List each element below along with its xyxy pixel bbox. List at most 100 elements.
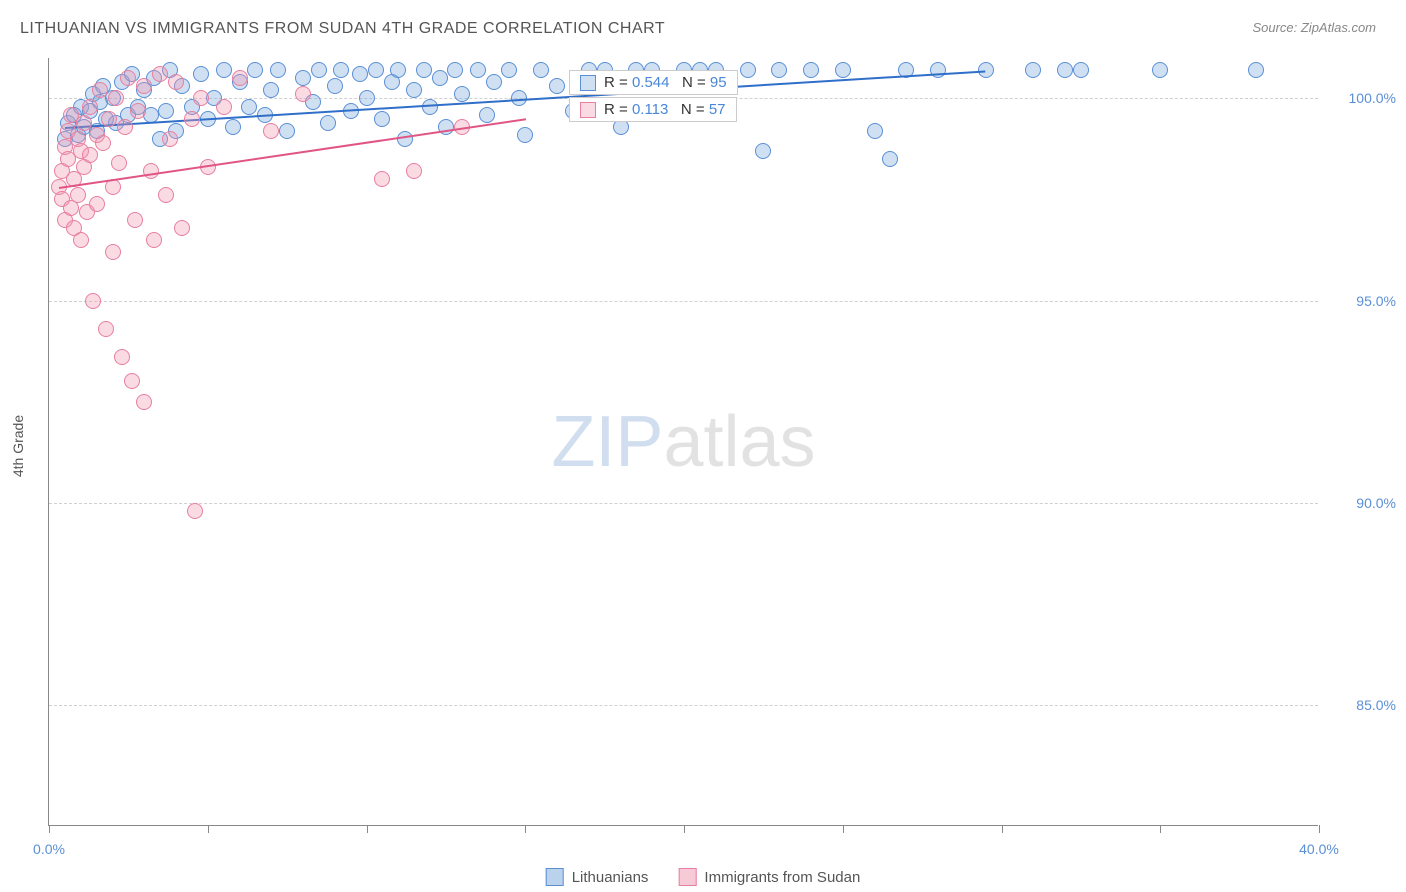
data-point — [117, 119, 133, 135]
data-point — [447, 62, 463, 78]
data-point — [740, 62, 756, 78]
x-tick — [843, 825, 844, 833]
data-point — [1248, 62, 1264, 78]
data-point — [263, 123, 279, 139]
data-point — [533, 62, 549, 78]
data-point — [136, 78, 152, 94]
stats-box: R = 0.544 N = 95 — [569, 70, 738, 95]
data-point — [432, 70, 448, 86]
data-point — [89, 196, 105, 212]
data-point — [352, 66, 368, 82]
x-tick — [525, 825, 526, 833]
data-point — [320, 115, 336, 131]
legend-item: Lithuanians — [546, 868, 649, 886]
data-point — [114, 349, 130, 365]
data-point — [263, 82, 279, 98]
data-point — [108, 90, 124, 106]
watermark: ZIPatlas — [551, 401, 815, 483]
data-point — [771, 62, 787, 78]
data-point — [174, 220, 190, 236]
data-point — [406, 82, 422, 98]
data-point — [92, 82, 108, 98]
stats-swatch — [580, 102, 596, 118]
data-point — [216, 99, 232, 115]
data-point — [416, 62, 432, 78]
data-point — [486, 74, 502, 90]
data-point — [247, 62, 263, 78]
data-point — [82, 99, 98, 115]
x-tick — [684, 825, 685, 833]
chart-plot-area: ZIPatlas 85.0%90.0%95.0%100.0%0.0%40.0%R… — [48, 58, 1318, 826]
data-point — [406, 163, 422, 179]
data-point — [98, 321, 114, 337]
data-point — [105, 244, 121, 260]
data-point — [270, 62, 286, 78]
data-point — [70, 187, 86, 203]
legend-swatch — [678, 868, 696, 886]
data-point — [85, 293, 101, 309]
gridline — [49, 301, 1318, 302]
x-tick — [367, 825, 368, 833]
x-tick-label: 40.0% — [1299, 841, 1339, 857]
data-point — [241, 99, 257, 115]
data-point — [187, 503, 203, 519]
data-point — [359, 90, 375, 106]
data-point — [193, 90, 209, 106]
data-point — [390, 62, 406, 78]
x-tick — [1319, 825, 1320, 833]
data-point — [368, 62, 384, 78]
data-point — [470, 62, 486, 78]
data-point — [158, 187, 174, 203]
x-tick-label: 0.0% — [33, 841, 65, 857]
watermark-zip: ZIP — [551, 402, 663, 482]
stats-box: R = 0.113 N = 57 — [569, 97, 737, 122]
data-point — [311, 62, 327, 78]
data-point — [930, 62, 946, 78]
data-point — [374, 111, 390, 127]
data-point — [755, 143, 771, 159]
data-point — [1152, 62, 1168, 78]
data-point — [1073, 62, 1089, 78]
legend-label: Immigrants from Sudan — [704, 869, 860, 886]
data-point — [882, 151, 898, 167]
data-point — [216, 62, 232, 78]
data-point — [549, 78, 565, 94]
data-point — [82, 147, 98, 163]
data-point — [479, 107, 495, 123]
data-point — [517, 127, 533, 143]
data-point — [158, 103, 174, 119]
y-tick-label: 100.0% — [1349, 90, 1396, 106]
data-point — [1057, 62, 1073, 78]
data-point — [835, 62, 851, 78]
y-tick-label: 90.0% — [1356, 495, 1396, 511]
y-axis-label: 4th Grade — [10, 415, 26, 477]
legend: Lithuanians Immigrants from Sudan — [546, 868, 861, 886]
data-point — [95, 135, 111, 151]
data-point — [333, 62, 349, 78]
data-point — [73, 232, 89, 248]
data-point — [184, 111, 200, 127]
gridline — [49, 705, 1318, 706]
y-tick-label: 95.0% — [1356, 293, 1396, 309]
data-point — [1025, 62, 1041, 78]
x-tick — [1160, 825, 1161, 833]
legend-label: Lithuanians — [572, 869, 649, 886]
data-point — [127, 212, 143, 228]
watermark-atlas: atlas — [663, 402, 815, 482]
x-tick — [1002, 825, 1003, 833]
data-point — [374, 171, 390, 187]
data-point — [232, 70, 248, 86]
data-point — [152, 66, 168, 82]
legend-item: Immigrants from Sudan — [678, 868, 860, 886]
data-point — [327, 78, 343, 94]
data-point — [225, 119, 241, 135]
data-point — [803, 62, 819, 78]
stats-swatch — [580, 75, 596, 91]
data-point — [162, 131, 178, 147]
data-point — [136, 394, 152, 410]
data-point — [143, 163, 159, 179]
x-tick — [208, 825, 209, 833]
data-point — [76, 115, 92, 131]
legend-swatch — [546, 868, 564, 886]
chart-title: LITHUANIAN VS IMMIGRANTS FROM SUDAN 4TH … — [20, 20, 665, 38]
